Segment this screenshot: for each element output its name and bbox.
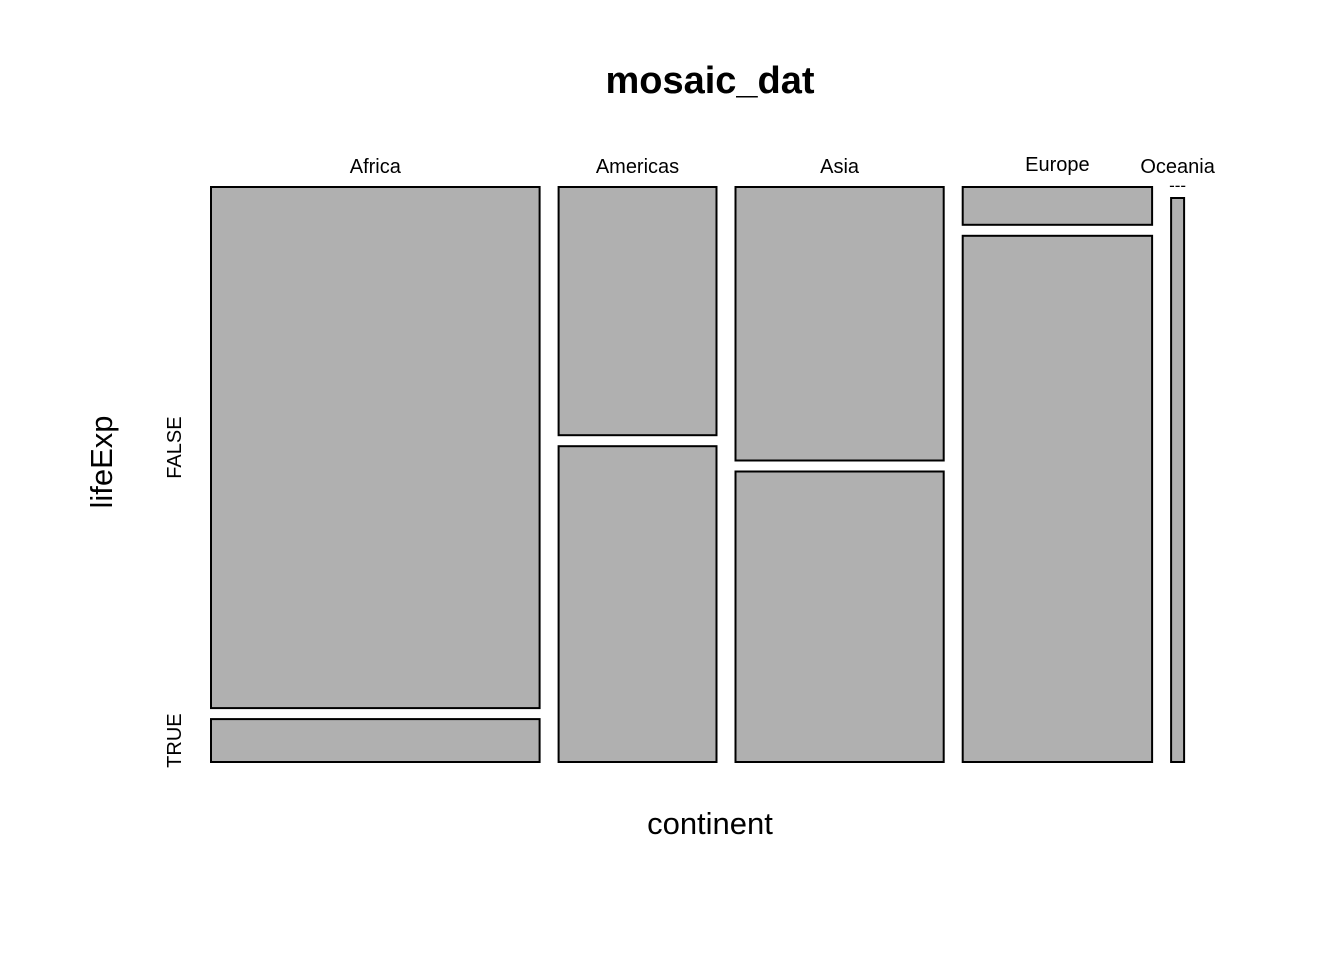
tile-asia-true: [734, 470, 945, 763]
tile-asia-false: [734, 186, 945, 462]
zero-cell-marks: ---: [1169, 176, 1186, 195]
column-label-asia: Asia: [820, 156, 860, 178]
row-labels: FALSE TRUE: [164, 416, 186, 767]
x-axis-label: continent: [647, 806, 773, 841]
row-label-false: FALSE: [164, 416, 186, 478]
column-label-europe: Europe: [1025, 154, 1090, 176]
zero-mark-oceania-false: ---: [1169, 176, 1186, 195]
tile-africa-false: [210, 186, 541, 710]
row-label-true: TRUE: [164, 713, 186, 767]
tile-americas-true: [557, 445, 718, 763]
tile-americas-false: [557, 186, 718, 437]
tile-oceania-true: [1170, 197, 1186, 763]
column-label-oceania: Oceania: [1140, 156, 1215, 178]
column-label-americas: Americas: [596, 156, 679, 178]
mosaic-tiles: [210, 186, 1186, 764]
y-axis-label: lifeExp: [84, 415, 119, 508]
tile-africa-true: [210, 718, 541, 763]
column-labels: Africa Americas Asia Europe Oceania: [350, 154, 1216, 178]
chart-title: mosaic_dat: [605, 60, 814, 102]
column-label-africa: Africa: [350, 156, 402, 178]
tile-europe-true: [961, 234, 1154, 764]
tile-europe-false: [961, 186, 1154, 226]
